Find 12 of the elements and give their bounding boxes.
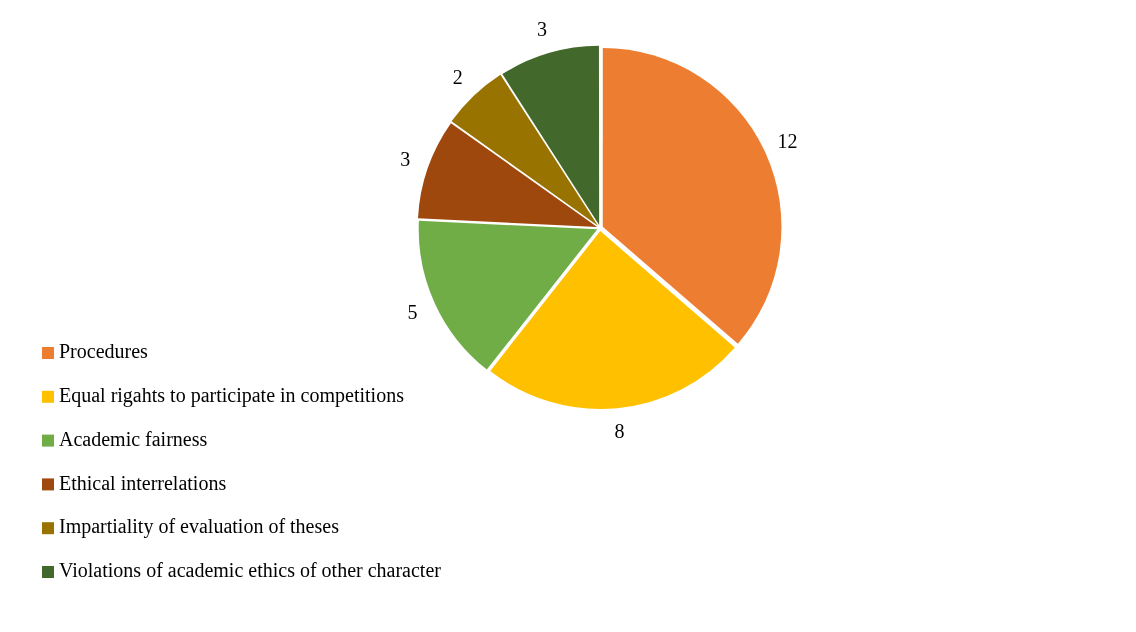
- data-label: 8: [614, 420, 625, 443]
- data-label: 3: [536, 17, 547, 40]
- legend-label: Equal rigahts to participate in competitions: [59, 384, 405, 408]
- legend-label: Violations of academic ethics of other character: [59, 559, 442, 582]
- legend-label: Academic fairness: [59, 427, 208, 450]
- data-label: 12: [777, 129, 798, 152]
- data-label: 2: [452, 66, 463, 89]
- legend-label: Impartiality of evaluation of theses: [59, 515, 340, 539]
- legend-label: Ethical interrelations: [59, 471, 227, 494]
- data-label: 5: [407, 300, 418, 323]
- legend-label: Procedures: [59, 340, 149, 363]
- data-label: 3: [400, 147, 411, 170]
